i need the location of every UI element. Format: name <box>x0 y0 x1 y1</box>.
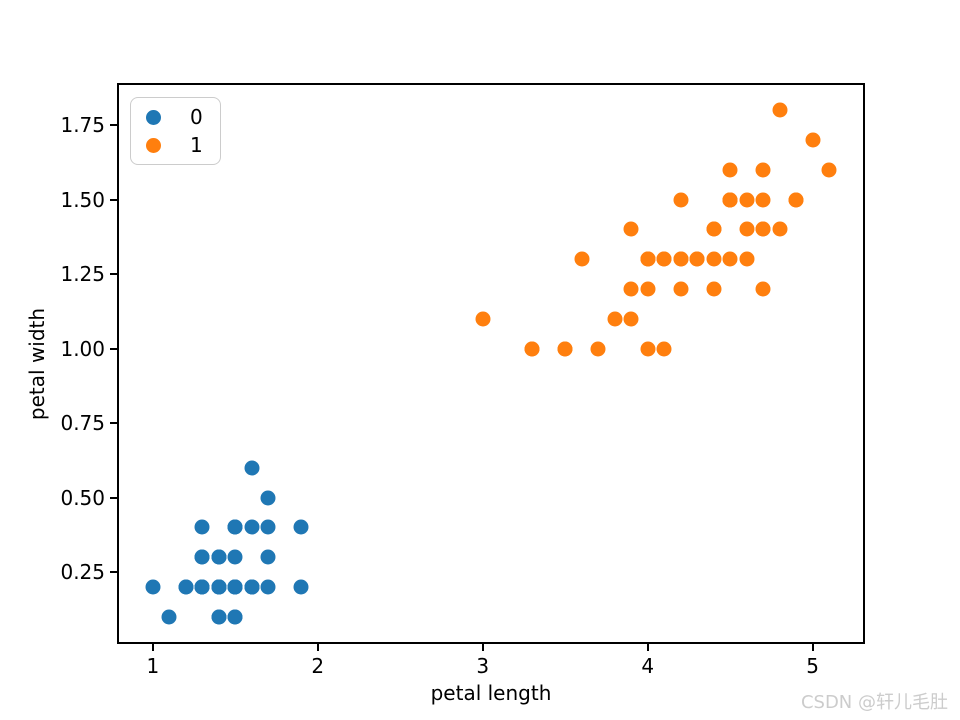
x-tick-mark <box>316 644 319 651</box>
data-point <box>145 579 161 595</box>
legend-entry: 1 <box>131 131 220 159</box>
data-point <box>194 579 210 595</box>
x-tick-mark <box>811 644 814 651</box>
data-point <box>260 519 276 535</box>
data-point <box>590 341 606 357</box>
x-tick-label: 2 <box>311 654 325 678</box>
data-point <box>227 579 243 595</box>
data-point <box>722 192 738 208</box>
data-point <box>161 609 177 625</box>
x-tick-label: 5 <box>806 654 820 678</box>
y-tick-mark <box>110 571 117 573</box>
data-point <box>260 579 276 595</box>
y-tick-label: 1.75 <box>60 113 105 138</box>
data-point <box>227 549 243 565</box>
data-point <box>623 221 639 237</box>
watermark: CSDN @轩儿毛肚 <box>800 692 948 713</box>
legend-marker-icon <box>146 109 161 125</box>
data-point <box>722 162 738 178</box>
data-point <box>689 251 705 267</box>
data-point <box>557 341 573 357</box>
data-point <box>706 251 722 267</box>
data-point <box>244 519 260 535</box>
data-point <box>574 251 590 267</box>
data-point <box>640 281 656 297</box>
data-point <box>673 251 689 267</box>
data-point <box>211 609 227 625</box>
data-point <box>211 549 227 565</box>
data-point <box>227 609 243 625</box>
y-axis-label: petal width <box>25 307 49 421</box>
y-tick-label: 0.75 <box>60 411 105 436</box>
legend-entry-label: 0 <box>190 105 203 129</box>
data-point <box>656 341 672 357</box>
y-tick-mark <box>110 347 117 350</box>
y-tick-mark <box>110 124 117 127</box>
data-point <box>244 460 260 476</box>
data-point <box>293 579 309 595</box>
plot-area: 1 2 3 4 5 0.25 0.50 0.75 1.00 1.25 1.50 1.75 <box>60 83 865 677</box>
data-point <box>706 281 722 297</box>
data-point <box>656 251 672 267</box>
x-tick-mark <box>646 644 649 651</box>
legend-marker-icon <box>146 137 161 153</box>
data-point <box>293 519 309 535</box>
data-point <box>640 341 656 357</box>
data-point <box>260 490 276 506</box>
data-point <box>623 281 639 297</box>
y-tick-mark <box>110 422 117 425</box>
data-point <box>788 192 804 208</box>
data-point <box>640 251 656 267</box>
data-point <box>607 311 623 327</box>
data-point <box>475 311 491 327</box>
data-point <box>211 579 227 595</box>
data-point <box>673 192 689 208</box>
data-point <box>755 162 771 178</box>
data-point <box>755 281 771 297</box>
data-point <box>772 102 788 118</box>
data-point <box>673 281 689 297</box>
legend-entry-label: 1 <box>190 133 203 157</box>
data-point <box>739 192 755 208</box>
data-point <box>178 579 194 595</box>
x-tick-mark <box>481 644 484 651</box>
data-point <box>706 221 722 237</box>
y-tick-label: 1.25 <box>60 262 105 287</box>
data-point <box>194 519 210 535</box>
x-axis-label: petal length <box>430 681 552 705</box>
data-point <box>772 221 788 237</box>
y-tick-label: 1.50 <box>60 187 105 212</box>
data-point <box>755 192 771 208</box>
data-point <box>739 251 755 267</box>
data-point <box>805 132 821 148</box>
data-point <box>524 341 540 357</box>
data-point <box>260 549 276 565</box>
y-tick-mark <box>110 496 117 499</box>
y-tick-mark <box>110 273 117 276</box>
legend-entry: 0 <box>131 103 220 131</box>
x-tick-label: 4 <box>641 654 655 678</box>
data-point <box>755 221 771 237</box>
y-tick-mark <box>110 198 117 201</box>
y-tick-label: 0.50 <box>60 485 105 510</box>
data-point <box>821 162 837 178</box>
x-tick-label: 3 <box>476 654 490 678</box>
x-tick-mark <box>151 644 154 651</box>
data-point <box>623 311 639 327</box>
legend: 0 1 <box>130 97 221 165</box>
y-tick-label: 0.25 <box>60 560 105 584</box>
data-point <box>227 519 243 535</box>
data-point <box>722 251 738 267</box>
x-tick-label: 1 <box>146 654 160 678</box>
y-tick-label: 1.00 <box>60 336 105 361</box>
data-point <box>244 579 260 595</box>
data-point <box>739 221 755 237</box>
data-point <box>194 549 210 565</box>
